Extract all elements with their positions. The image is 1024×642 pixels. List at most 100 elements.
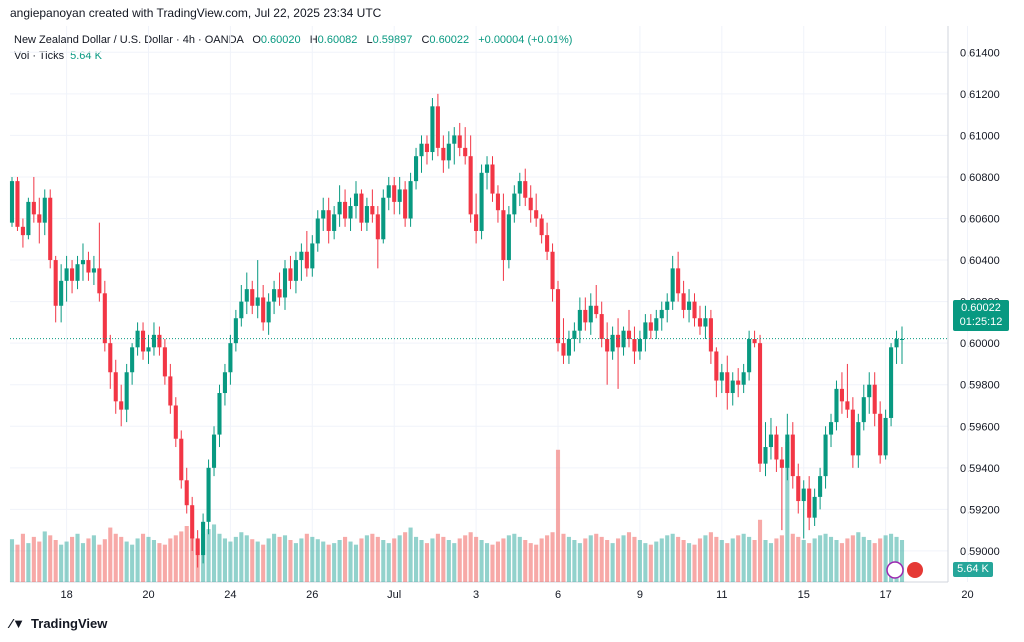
volume-bar <box>42 531 47 582</box>
candle-body <box>539 218 544 236</box>
candle-body <box>555 289 561 344</box>
candle-body <box>588 305 593 323</box>
volume-bar <box>91 535 96 582</box>
volume-value: 5.64 K <box>70 50 102 62</box>
volume-bar <box>572 540 577 582</box>
volume-bar <box>670 533 675 582</box>
last-price-tag: 0.60022 01:25:12 <box>953 300 1009 331</box>
volume-bar <box>708 532 713 582</box>
x-tick-label: 24 <box>224 589 236 601</box>
candle-body <box>162 347 167 377</box>
volume-bar <box>255 541 260 582</box>
volume-bar <box>828 536 834 582</box>
volume-bar <box>517 536 522 582</box>
candle-body <box>763 447 768 464</box>
volume-bar <box>594 533 599 582</box>
candle-body <box>173 405 178 439</box>
volume-bar <box>577 543 582 582</box>
candle-body <box>113 372 118 402</box>
volume-bar <box>124 541 129 582</box>
candle-body <box>894 339 899 348</box>
low-label: L <box>366 34 373 46</box>
candle-body <box>337 201 342 215</box>
volume-bar <box>348 541 353 582</box>
symbol-name[interactable]: New Zealand Dollar / U.S. Dollar · 4h · … <box>14 34 244 46</box>
volume-bar <box>506 535 511 582</box>
volume-bar <box>889 533 894 582</box>
volume-bar <box>512 533 517 582</box>
volume-bar <box>310 536 315 582</box>
candle-body <box>452 135 457 144</box>
candle-body <box>867 384 872 398</box>
volume-bar <box>468 532 473 582</box>
candle-body <box>124 372 129 410</box>
candle-body <box>419 143 424 157</box>
candle-body <box>577 309 582 331</box>
volume-bar <box>452 543 457 582</box>
open-value: 0.60020 <box>260 34 301 46</box>
volume-bar <box>424 543 430 582</box>
x-tick-label: Jul <box>387 589 401 601</box>
volume-bar <box>304 533 309 582</box>
candle-body <box>206 467 211 522</box>
volume-bar <box>359 538 364 582</box>
candle-body <box>687 301 692 310</box>
volume-bar <box>883 535 888 582</box>
volume-label[interactable]: Vol · Ticks <box>14 50 65 62</box>
candle-body <box>408 181 413 219</box>
candle-body <box>217 393 222 435</box>
volume-bar <box>184 526 189 582</box>
candle-body <box>594 305 599 315</box>
candle-body <box>468 156 473 215</box>
candle-body <box>157 334 162 348</box>
candle-body <box>353 193 359 207</box>
candle-body <box>195 538 200 556</box>
candle-body <box>839 388 844 402</box>
volume-bar <box>31 536 36 582</box>
volume-bar <box>747 536 752 582</box>
candle-body <box>31 201 36 215</box>
footer-brand[interactable]: ⁄▼ TradingView <box>10 616 107 631</box>
volume-bar <box>233 536 238 582</box>
candle-body <box>648 322 653 331</box>
candle-body <box>266 301 271 323</box>
volume-bar <box>64 541 69 582</box>
volume-bar <box>632 536 637 582</box>
candle-body <box>818 476 823 497</box>
change-value: +0.00004 (+0.01%) <box>478 34 573 46</box>
volume-bar <box>474 536 479 582</box>
volume-bar <box>648 544 653 582</box>
candle-body <box>102 293 107 344</box>
candle-body <box>310 243 315 269</box>
candle-body <box>222 372 227 394</box>
volume-legend: Vol · Ticks 5.64 K <box>14 50 102 62</box>
volume-bar <box>692 544 697 582</box>
volume-bar <box>894 536 899 582</box>
volume-bar <box>321 541 326 582</box>
candle-body <box>872 384 877 414</box>
candle-body <box>288 268 293 281</box>
y-tick-label: 0.59800 <box>960 380 1000 392</box>
volume-bar <box>282 535 288 582</box>
volume-bar <box>130 544 135 582</box>
y-tick-label: 0.61400 <box>960 47 1000 59</box>
candle-body <box>828 422 834 435</box>
close-label: C <box>421 34 430 46</box>
volume-bar <box>266 538 271 582</box>
volume-bar <box>430 538 435 582</box>
volume-bar <box>752 540 757 582</box>
volume-bar <box>867 540 872 582</box>
candle-body <box>878 413 883 456</box>
candle-body <box>796 476 801 502</box>
volume-bar <box>293 543 298 582</box>
lightning-icon <box>886 561 904 579</box>
candle-body <box>889 347 894 418</box>
volume-bar <box>626 532 632 582</box>
candle-body <box>850 409 855 456</box>
volume-bar <box>539 538 544 582</box>
volume-bar <box>332 543 337 582</box>
candle-body <box>752 339 757 344</box>
candle-body <box>146 347 151 352</box>
volume-bar <box>523 540 528 582</box>
